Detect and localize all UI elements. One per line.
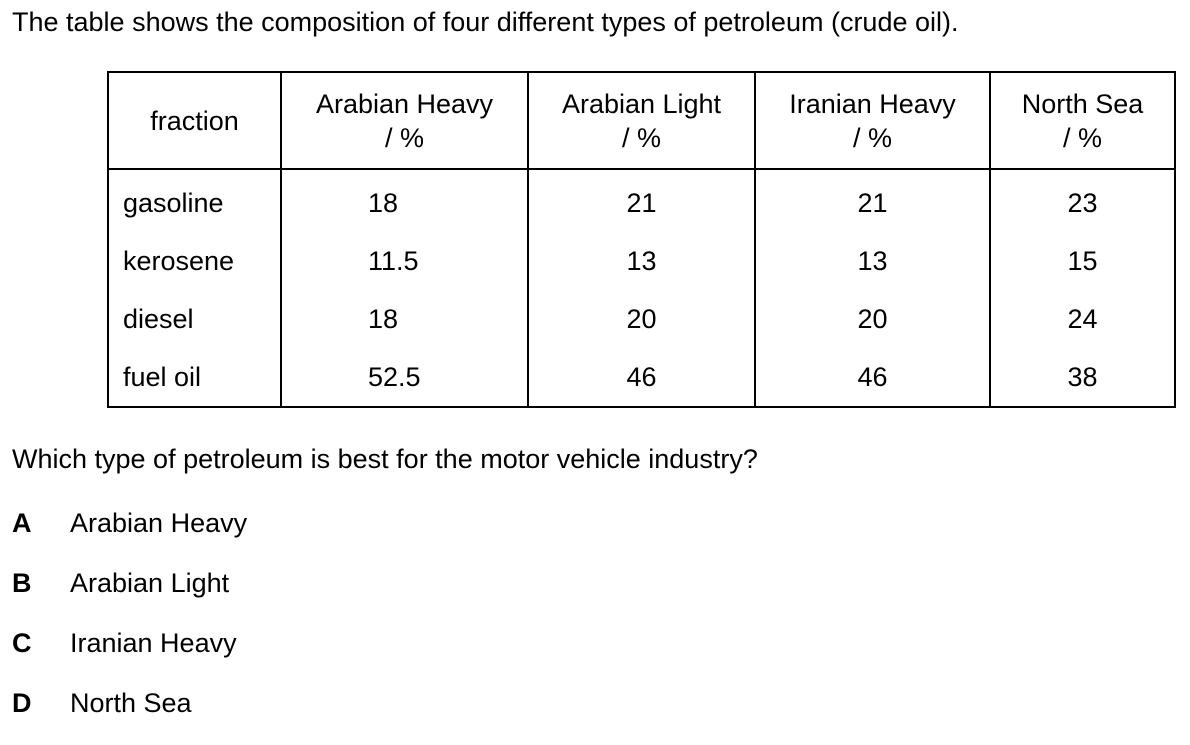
table-row: diesel 18 20 20 24 [107, 290, 1176, 348]
value-cell: 11.5 [280, 232, 529, 290]
option-text: Arabian Heavy [70, 508, 248, 538]
table-header-row: fraction Arabian Heavy / % Arabian Light… [107, 72, 1176, 170]
value-cell: 52.5 [280, 348, 529, 407]
value-cell: 38 [989, 348, 1176, 407]
fraction-cell: diesel [107, 290, 282, 348]
intro-text: The table shows the composition of four … [12, 7, 959, 37]
column-unit: / % [1062, 122, 1102, 153]
value-cell: 24 [989, 290, 1176, 348]
table-row: gasoline 18 21 21 23 [107, 169, 1176, 232]
column-header-iranian-heavy: Iranian Heavy / % [754, 72, 991, 170]
option-text: Arabian Light [70, 568, 230, 598]
option-letter: C [12, 628, 32, 658]
column-unit: / % [384, 122, 424, 153]
option-text: Iranian Heavy [70, 628, 237, 658]
column-name: North Sea [1021, 88, 1144, 119]
value-cell: 15 [989, 232, 1176, 290]
option-letter: B [12, 568, 32, 598]
option-text: North Sea [70, 688, 192, 718]
column-name: Arabian Heavy [315, 88, 494, 119]
column-header-north-sea: North Sea / % [989, 72, 1176, 170]
column-unit: / % [621, 122, 661, 153]
value-cell: 18 [280, 290, 529, 348]
value-cell: 46 [754, 348, 991, 407]
column-header-arabian-heavy: Arabian Heavy / % [280, 72, 529, 170]
fraction-cell: kerosene [107, 232, 282, 290]
value-cell: 21 [527, 169, 756, 232]
value-cell: 13 [527, 232, 756, 290]
value-cell: 46 [527, 348, 756, 407]
fraction-cell: gasoline [107, 169, 282, 232]
table-row: kerosene 11.5 13 13 15 [107, 232, 1176, 290]
value-cell: 20 [527, 290, 756, 348]
value-cell: 23 [989, 169, 1176, 232]
option-letter: D [12, 688, 32, 718]
option-letter: A [12, 508, 32, 538]
fraction-cell: fuel oil [107, 348, 282, 407]
value-cell: 21 [754, 169, 991, 232]
fraction-column-header: fraction [107, 72, 282, 170]
value-cell: 20 [754, 290, 991, 348]
column-unit: / % [852, 122, 892, 153]
column-header-arabian-light: Arabian Light / % [527, 72, 756, 170]
composition-table: fraction Arabian Heavy / % Arabian Light… [107, 71, 1176, 408]
value-cell: 13 [754, 232, 991, 290]
table-row: fuel oil 52.5 46 46 38 [107, 348, 1176, 407]
column-name: Arabian Light [561, 88, 722, 119]
value-cell: 18 [280, 169, 529, 232]
column-name: Iranian Heavy [789, 88, 956, 119]
question-text: Which type of petroleum is best for the … [12, 444, 758, 474]
